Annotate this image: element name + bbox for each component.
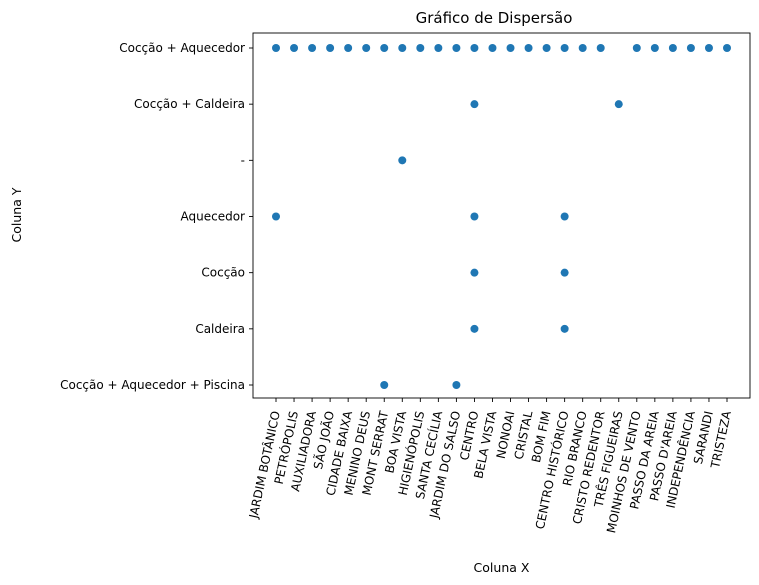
data-point	[614, 100, 623, 109]
data-point	[723, 44, 731, 52]
data-point	[506, 44, 515, 52]
data-point	[578, 44, 587, 52]
y-tick-label: Cocção + Caldeira	[134, 97, 245, 111]
data-point	[326, 44, 335, 52]
data-point	[452, 381, 461, 389]
data-point	[488, 44, 497, 52]
data-point	[416, 44, 425, 52]
data-point	[686, 44, 695, 52]
data-point	[470, 324, 479, 333]
data-point	[704, 44, 713, 52]
data-point	[470, 268, 479, 277]
data-point	[308, 44, 317, 52]
data-point	[524, 44, 533, 52]
data-point	[560, 44, 569, 52]
data-point	[398, 156, 407, 165]
data-point	[470, 212, 479, 221]
data-point	[452, 44, 461, 52]
data-point	[272, 44, 280, 52]
data-point	[560, 212, 569, 221]
data-point	[650, 44, 659, 52]
data-point	[344, 44, 353, 52]
y-tick-label: Caldeira	[195, 322, 245, 336]
data-point	[398, 44, 407, 52]
plot-area: Cocção + Aquecedor Cocção + Caldeira - Aque…	[60, 32, 751, 534]
data-point	[434, 44, 443, 52]
data-point	[632, 44, 641, 52]
data-point	[542, 44, 551, 52]
data-point	[380, 381, 389, 389]
data-point	[596, 44, 605, 52]
data-point	[560, 324, 569, 333]
data-point	[470, 44, 479, 52]
axes-frame	[252, 32, 751, 399]
y-tick-label: Aquecedor	[181, 210, 246, 224]
data-point	[560, 268, 569, 277]
y-tick-label: -	[241, 153, 245, 167]
data-point	[470, 100, 479, 109]
data-point	[272, 212, 280, 221]
y-tick-label: Cocção + Aquecedor	[119, 41, 245, 55]
x-axis-label: Coluna X	[474, 560, 530, 575]
data-point	[380, 44, 389, 52]
y-tick-label: Cocção	[201, 266, 245, 280]
data-point	[362, 44, 371, 52]
data-point	[290, 44, 299, 52]
chart-title: Gráfico de Dispersão	[416, 9, 573, 27]
data-point	[668, 44, 677, 52]
y-tick-label: Cocção + Aquecedor + Piscina	[60, 378, 245, 392]
y-axis-label: Coluna Y	[9, 187, 24, 242]
